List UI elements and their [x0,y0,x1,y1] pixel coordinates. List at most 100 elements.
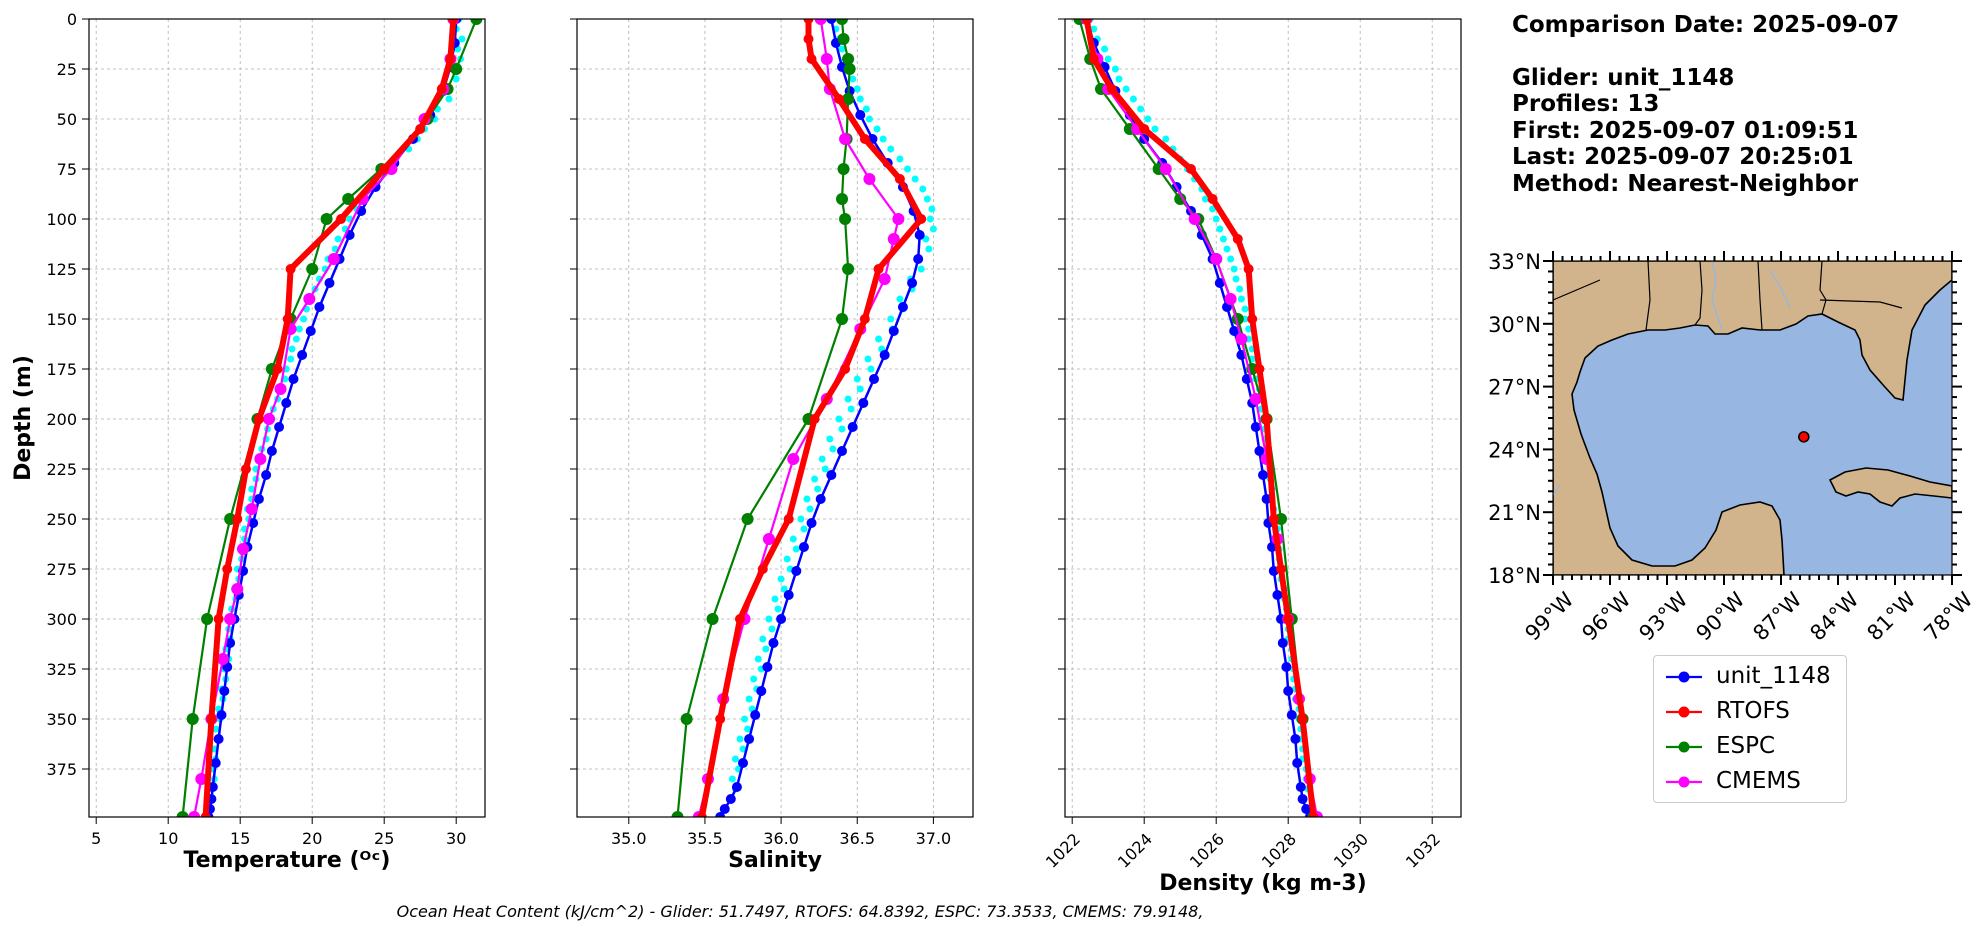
series-point-unit-1148 [725,794,736,804]
glider-scatter-point [292,335,300,343]
glider-scatter-point [818,455,826,463]
glider-scatter-point [838,45,846,53]
x-tick-label: 1032 [1402,829,1444,871]
legend-swatch-icon [1666,706,1702,718]
series-point-unit-1148 [297,350,308,360]
glider-scatter-point [865,115,873,123]
series-point-unit-1148 [1258,470,1268,480]
series-point-unit-1148 [261,470,272,480]
series-point-cmems [231,583,244,595]
series-point-unit-1148 [837,446,848,456]
series-point-rtofs [445,54,456,64]
glider-scatter-point [739,745,747,753]
y-tick-label: 350 [46,710,77,729]
series-point-unit-1148 [266,446,277,456]
series-point-unit-1148 [731,782,742,792]
glider-scatter-point [844,395,852,403]
glider-scatter-point [780,585,788,593]
glider-scatter-point [853,375,861,383]
x-tick-label: 1026 [1186,829,1228,871]
series-point-unit-1148 [756,686,767,696]
legend-swatch-icon [1666,776,1702,788]
glider-scatter-point [896,155,904,163]
series-point-unit-1148 [274,422,285,432]
glider-scatter-point [1219,235,1227,243]
legend-swatch-marker [1678,741,1690,753]
x-tick-label: 36.5 [839,829,875,848]
glider-scatter-point [452,75,460,83]
series-point-cmems [1159,163,1172,175]
series-point-rtofs [1106,84,1117,94]
series-point-unit-1148 [858,398,869,408]
glider-scatter-point [1236,285,1244,293]
glider-scatter-point [1137,105,1145,113]
legend: unit_1148 RTOFS ESPC CMEMS [1653,655,1847,803]
y-tick-label: 250 [46,510,77,529]
glider-scatter-point [856,385,864,393]
series-point-unit-1148 [1229,326,1240,336]
glider-scatter-point [1122,85,1130,93]
glider-scatter-point [458,35,466,43]
profile-panel-3: 1022 1024 1026 1028 1030 1032 Density (kg m-3) [1042,18,1462,896]
series-point-unit-1148 [879,350,890,360]
glider-location-marker [1798,431,1810,443]
series-point-rtofs [1081,19,1092,24]
legend-label: RTOFS [1716,698,1790,724]
series-point-cmems [1210,253,1223,265]
map-land [1553,261,1952,575]
series-point-rtofs [282,314,293,324]
series-point-unit-1148 [750,710,761,720]
series-line-espc [676,19,851,817]
map-lat-label: 33°N [1488,250,1541,274]
glider-scatter-point [814,485,822,493]
glider-scatter-point [765,615,773,623]
legend-label: ESPC [1716,733,1776,759]
legend-label: unit_1148 [1716,663,1831,689]
glider-scatter-point [745,695,753,703]
glider-scatter-point [1115,75,1123,83]
series-point-rtofs [232,514,243,524]
glider-scatter-point [792,545,800,553]
series-point-cmems [188,811,201,817]
series-point-unit-1148 [855,110,866,120]
map-lon-label: 90°W [1691,587,1749,645]
series-point-cmems [863,173,876,185]
series-point-espc [836,313,849,325]
map-lon-label: 87°W [1748,587,1806,645]
series-point-espc [842,93,855,105]
y-tick-label: 375 [46,760,77,779]
series-point-espc [306,263,319,275]
series-point-unit-1148 [826,19,837,24]
last-time: Last: 2025-09-07 20:25:01 [1512,144,1854,170]
x-tick-label: 1024 [1114,829,1156,871]
series-point-espc [706,613,719,625]
series-point-unit-1148 [1277,638,1288,648]
series-point-espc [837,163,850,175]
series-point-cmems [820,53,833,65]
map-lat-label: 24°N [1488,438,1541,462]
glider-scatter-point [445,95,453,103]
y-tick-label: 325 [46,660,77,679]
glider-scatter-point [917,265,925,273]
series-point-rtofs [1247,314,1258,324]
series-point-unit-1148 [253,494,264,504]
series-point-cmems [1235,333,1248,345]
series-point-rtofs [213,614,224,624]
x-tick-label: 15 [230,829,250,848]
series-point-cmems [195,773,208,785]
series-point-rtofs [696,812,707,817]
series-point-cmems [787,453,800,465]
glider-scatter-point [248,485,256,493]
series-point-espc [842,53,855,65]
series-point-rtofs [1283,614,1294,624]
series-line-espc [181,19,478,817]
x-axis-label: Density (kg m-3) [1159,871,1367,896]
series-point-cmems [245,503,258,515]
location-map: 33°N 30°N 27°N 24°N 21°N 18°N99°W 96°W 93°W 90°W… [1488,250,1978,645]
series-line-unit-1148 [1085,19,1311,817]
y-tick-label: 300 [46,610,77,629]
glider-scatter-point [864,355,872,363]
axes-frame [88,18,486,818]
series-point-rtofs [783,514,794,524]
